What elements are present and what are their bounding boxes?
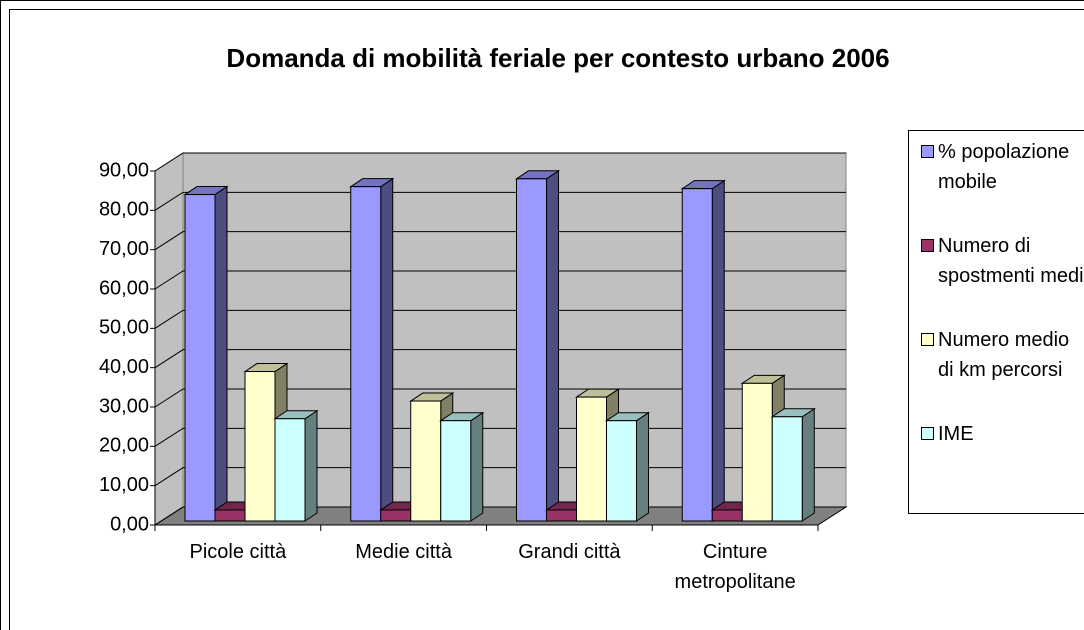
bar-side	[304, 409, 318, 522]
y-tick-label: 0,00	[110, 513, 149, 535]
bar-side	[470, 411, 484, 522]
bar	[184, 194, 216, 522]
bar	[380, 509, 412, 522]
bar	[711, 509, 743, 522]
legend-swatch	[921, 333, 934, 346]
grid-line	[154, 152, 846, 172]
chart-title: Domanda di mobilità feriale per contesto…	[226, 43, 889, 73]
grid-line	[154, 231, 846, 251]
bar	[410, 400, 442, 522]
y-tick-label: 50,00	[99, 317, 149, 339]
legend-swatch	[921, 239, 934, 252]
x-tick-label: Cinture metropolitane	[674, 541, 796, 593]
bar	[546, 509, 577, 522]
legend: % popolazione mobile Numero di spostmenti…	[908, 130, 1084, 514]
bar	[440, 420, 472, 522]
grid-line	[154, 388, 846, 408]
y-tick-label: 40,00	[99, 356, 149, 378]
x-tick-label: Picole città	[189, 541, 287, 563]
legend-swatch	[921, 427, 934, 440]
side-wall	[154, 152, 184, 526]
y-tick-label: 30,00	[99, 395, 149, 417]
bar	[274, 418, 306, 522]
bar	[244, 371, 276, 522]
grid-line	[154, 349, 846, 369]
bar	[350, 186, 382, 522]
legend-entry: IME	[921, 419, 1084, 507]
bar-side	[546, 169, 559, 522]
grid-line	[154, 191, 846, 211]
legend-entry: Numero medio di km percorsi	[921, 325, 1084, 413]
bar	[606, 420, 637, 522]
bar-side	[380, 177, 394, 522]
legend-label: Numero medio di km percorsi	[938, 329, 1070, 381]
bar	[576, 396, 607, 522]
bar	[516, 178, 547, 522]
grid-line	[154, 309, 846, 329]
bar-side	[711, 179, 725, 522]
legend-label: % popolazione mobile	[938, 141, 1070, 193]
y-tick-label: 10,00	[99, 474, 149, 496]
bar-side	[801, 407, 815, 522]
bar	[741, 382, 773, 522]
bar-side	[214, 185, 228, 522]
legend-label: Numero di spostmenti medi	[938, 235, 1084, 287]
bar	[214, 509, 246, 522]
y-tick-label: 90,00	[99, 159, 149, 181]
legend-label: IME	[938, 423, 974, 445]
y-tick-label: 70,00	[99, 238, 149, 260]
x-tick-label: Grandi città	[518, 541, 621, 563]
x-tick-label: Medie città	[355, 541, 452, 563]
y-tick-label: 60,00	[99, 277, 149, 299]
grid-line	[154, 270, 846, 290]
y-tick-label: 20,00	[99, 435, 149, 457]
bar	[681, 188, 713, 522]
legend-entry: Numero di spostmenti medi	[921, 231, 1084, 319]
legend-entry: % popolazione mobile	[921, 137, 1084, 225]
bar	[771, 416, 803, 522]
bar-side	[636, 411, 649, 522]
y-tick-label: 80,00	[99, 199, 149, 221]
legend-swatch	[921, 145, 934, 158]
